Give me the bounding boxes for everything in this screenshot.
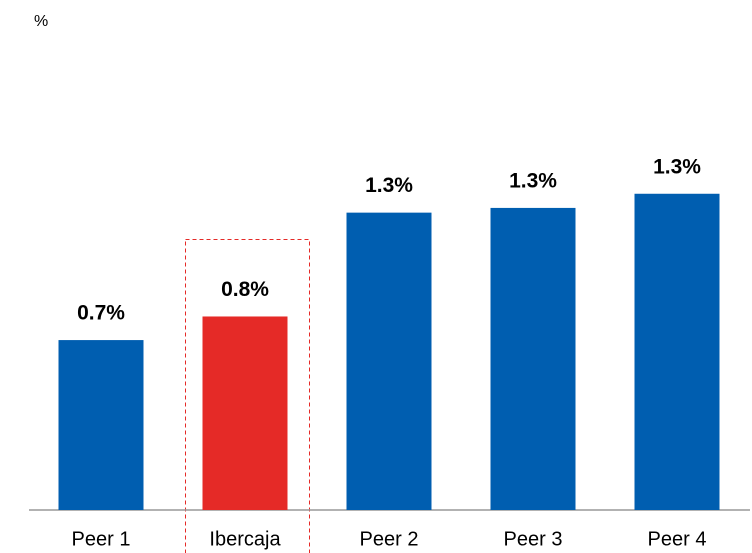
bar — [58, 340, 144, 510]
value-label: 0.7% — [77, 302, 125, 325]
x-tick-label: Peer 2 — [360, 528, 419, 550]
unit-label: % — [34, 13, 48, 30]
value-label: 1.3% — [653, 155, 701, 178]
x-tick-label: Peer 1 — [72, 528, 131, 550]
bar — [490, 207, 576, 511]
bar — [346, 212, 432, 510]
x-tick-label: Peer 3 — [504, 528, 563, 550]
bar — [634, 193, 720, 510]
value-label: 0.8% — [221, 278, 269, 301]
x-tick-label: Peer 4 — [648, 528, 707, 550]
x-tick-label: Ibercaja — [209, 528, 281, 550]
bar — [202, 316, 288, 510]
value-label: 1.3% — [509, 169, 557, 192]
value-label: 1.3% — [365, 174, 413, 197]
highlight-box — [185, 239, 310, 553]
